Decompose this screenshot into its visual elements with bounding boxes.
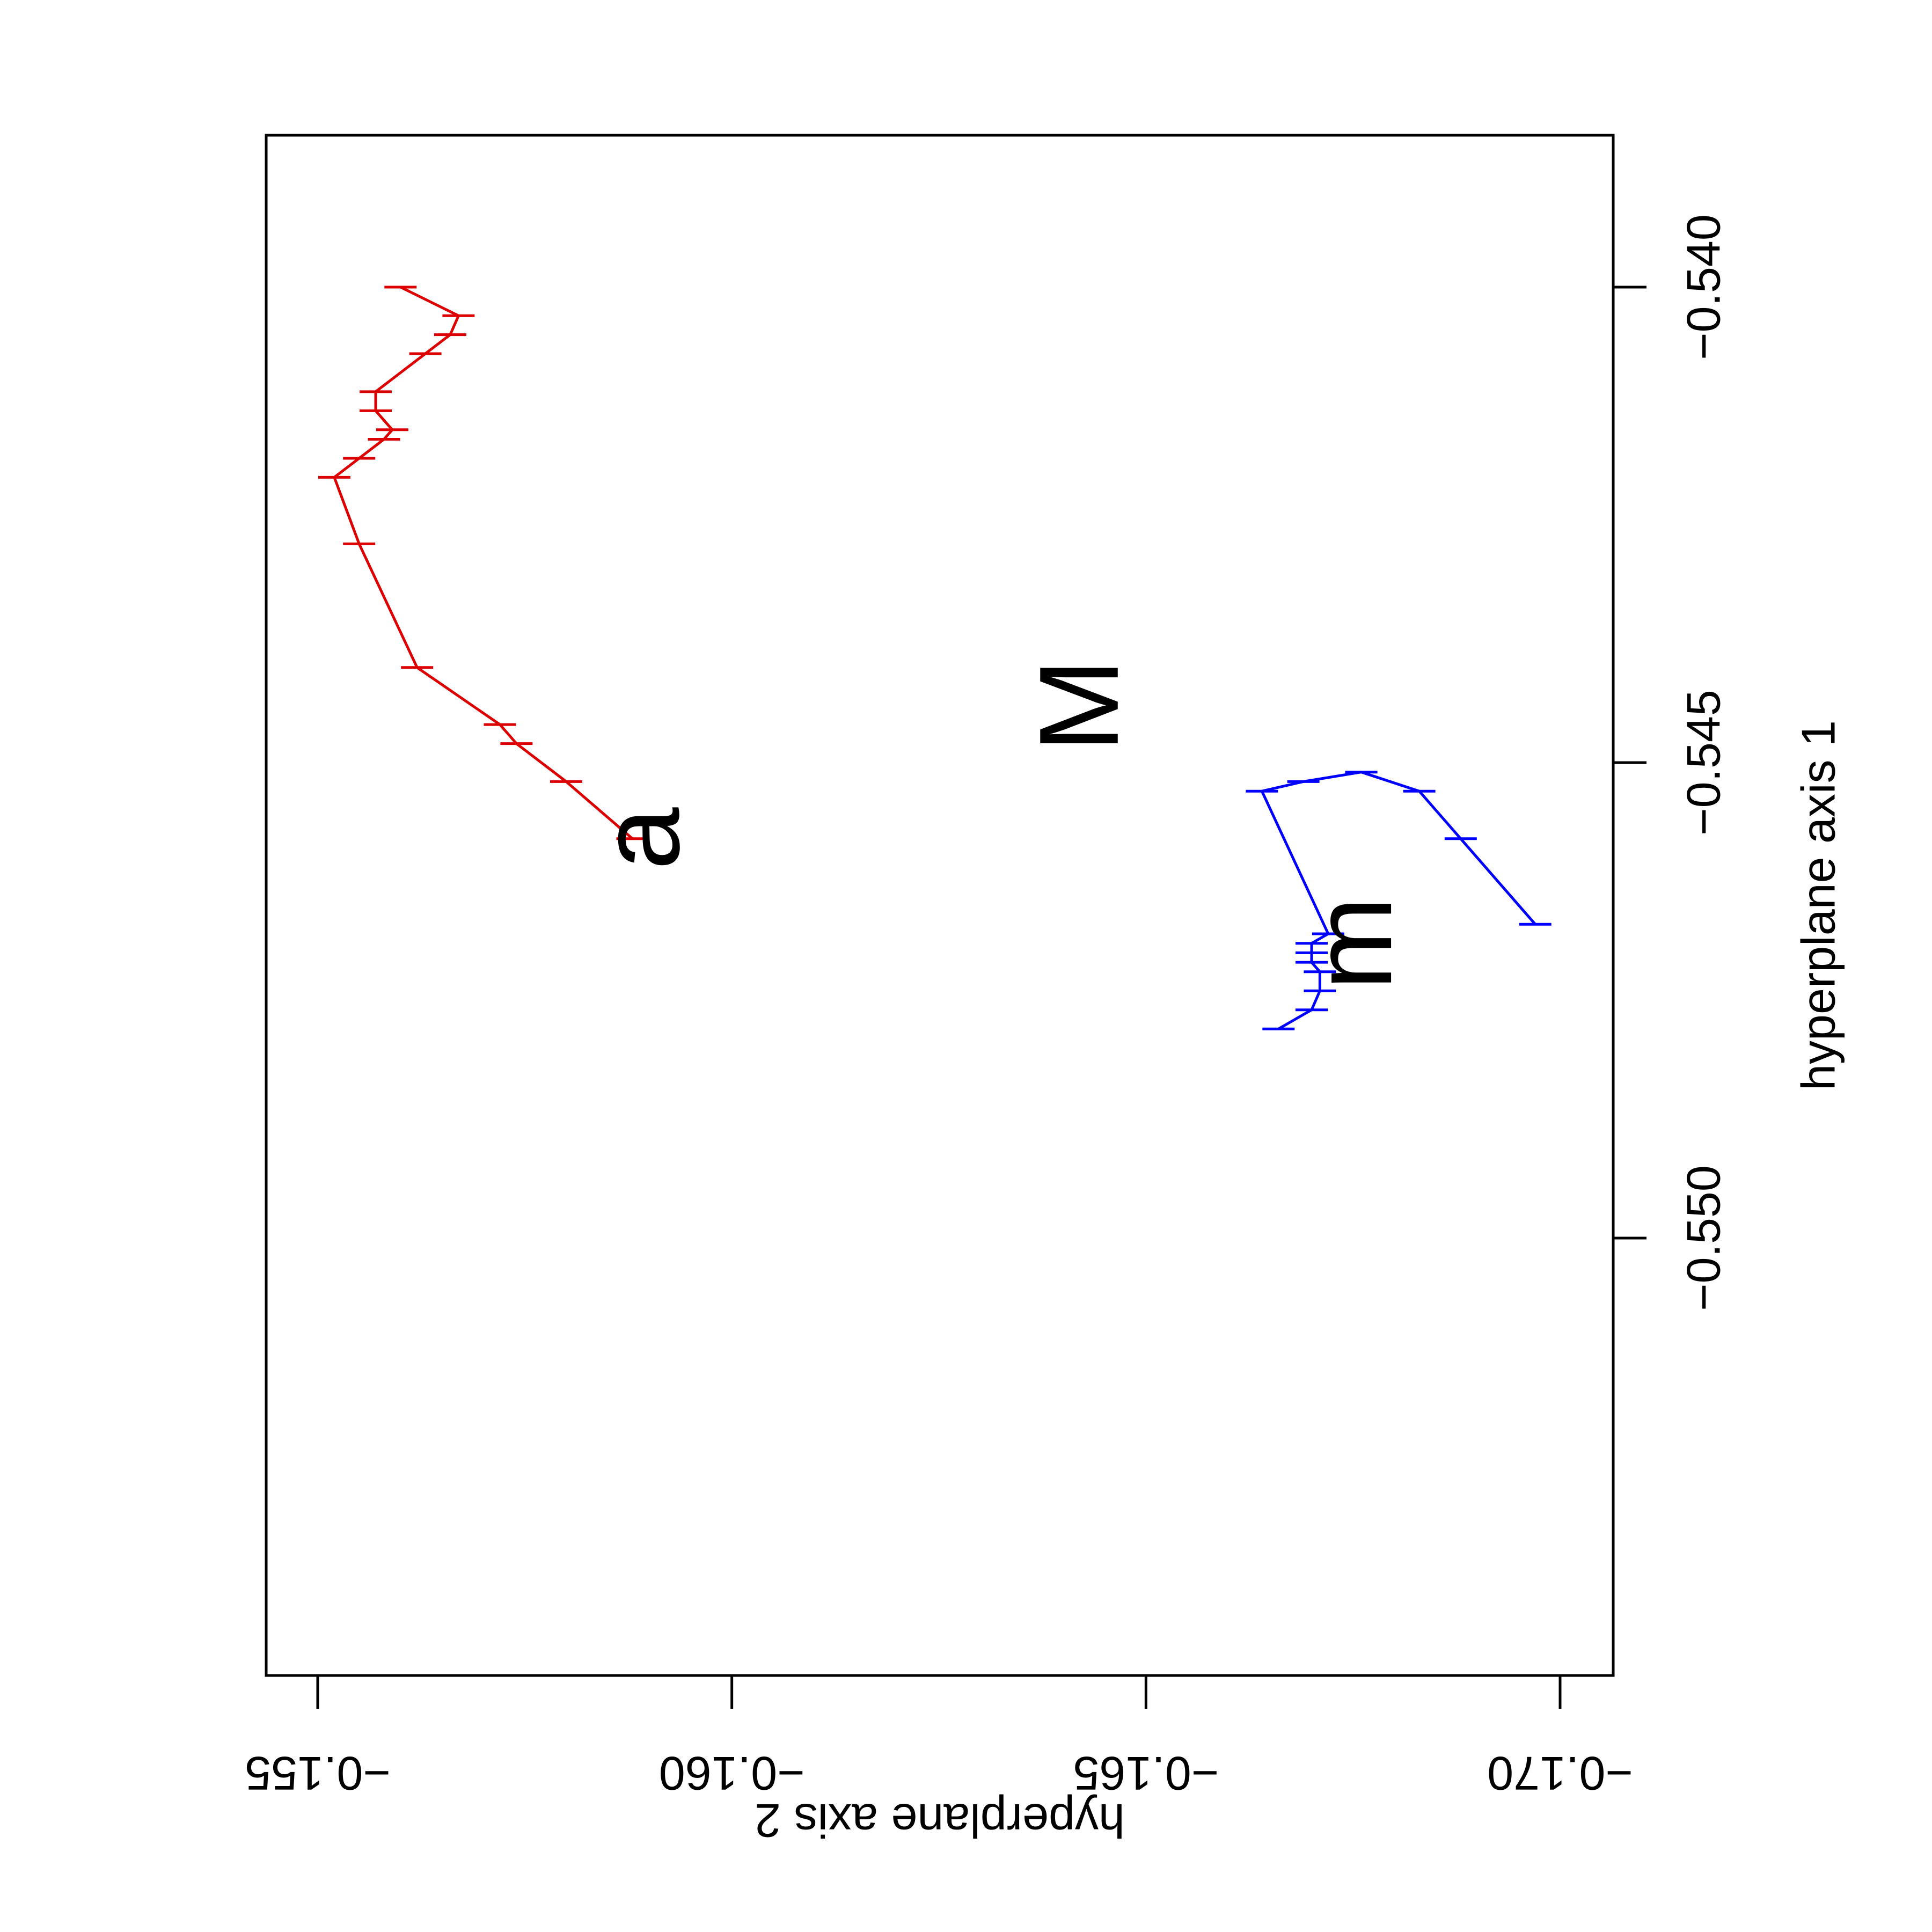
series-0 — [318, 286, 649, 840]
series-line — [1260, 771, 1536, 1030]
y-tick-label: −0.540 — [1677, 214, 1730, 360]
x-axis: −0.155 −0.160 −0.165 −0.170 — [245, 1674, 1633, 1800]
x-tick-label: −0.160 — [659, 1747, 805, 1800]
series-layer — [318, 286, 1552, 1030]
y-axis-title: hyperplane axis 1 — [1791, 720, 1845, 1091]
series-label: a — [577, 807, 703, 870]
series-line — [333, 286, 634, 840]
y-tick-label: −0.545 — [1677, 690, 1730, 836]
y-tick-label: −0.550 — [1677, 1165, 1730, 1311]
series-1 — [1246, 771, 1552, 1030]
series-label: m — [1289, 896, 1415, 990]
x-tick-label: −0.170 — [1487, 1747, 1633, 1800]
x-tick-label: −0.165 — [1073, 1747, 1219, 1800]
x-axis-title: hyperplane axis 2 — [755, 1794, 1125, 1847]
label-layer: a m M — [577, 658, 1415, 990]
x-tick-label: −0.155 — [245, 1747, 391, 1800]
annotation-label: M — [1016, 658, 1142, 752]
y-axis: −0.550 −0.545 −0.540 — [1612, 214, 1730, 1311]
title-layer: hyperplane axis 2 hyperplane axis 1 — [755, 720, 1845, 1847]
